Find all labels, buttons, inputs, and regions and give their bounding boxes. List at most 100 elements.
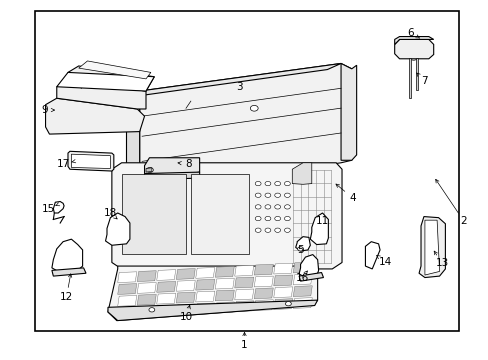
Polygon shape [293, 274, 312, 285]
Polygon shape [293, 262, 312, 273]
Circle shape [284, 205, 290, 209]
Polygon shape [105, 213, 130, 245]
Polygon shape [254, 300, 273, 311]
Polygon shape [157, 282, 175, 292]
Polygon shape [273, 263, 292, 274]
Polygon shape [79, 61, 151, 79]
Text: 5: 5 [297, 245, 303, 255]
Text: 10: 10 [179, 312, 192, 322]
Polygon shape [118, 307, 137, 318]
Text: 14: 14 [379, 257, 392, 267]
Polygon shape [254, 264, 273, 275]
Polygon shape [195, 303, 214, 314]
Circle shape [255, 193, 261, 197]
Circle shape [297, 247, 303, 251]
Text: 6: 6 [406, 28, 413, 38]
Polygon shape [234, 265, 253, 276]
Polygon shape [234, 289, 253, 300]
Polygon shape [118, 296, 137, 306]
Polygon shape [234, 277, 253, 288]
Text: 11: 11 [315, 216, 328, 226]
Polygon shape [52, 268, 86, 276]
Polygon shape [137, 294, 156, 305]
Text: 12: 12 [60, 292, 73, 302]
Polygon shape [299, 273, 323, 281]
Polygon shape [176, 269, 195, 279]
Polygon shape [295, 237, 310, 251]
Polygon shape [215, 302, 234, 313]
Circle shape [274, 193, 280, 197]
Circle shape [409, 54, 417, 60]
Circle shape [264, 193, 270, 197]
Circle shape [264, 216, 270, 221]
Polygon shape [424, 220, 439, 275]
Polygon shape [254, 288, 273, 299]
Circle shape [284, 216, 290, 221]
Polygon shape [190, 174, 249, 253]
Text: 9: 9 [41, 105, 48, 115]
Polygon shape [273, 299, 292, 310]
Polygon shape [144, 158, 199, 174]
Polygon shape [71, 154, 110, 168]
Circle shape [284, 193, 290, 197]
Polygon shape [68, 66, 154, 91]
Polygon shape [140, 63, 351, 192]
Polygon shape [176, 280, 195, 291]
Circle shape [284, 228, 290, 232]
Polygon shape [45, 98, 144, 134]
Circle shape [255, 181, 261, 186]
Polygon shape [108, 266, 317, 320]
Polygon shape [126, 63, 340, 98]
Circle shape [274, 205, 280, 209]
Circle shape [285, 302, 291, 306]
Polygon shape [195, 291, 214, 302]
Polygon shape [365, 242, 379, 269]
Polygon shape [157, 305, 175, 316]
Polygon shape [118, 272, 137, 283]
Circle shape [274, 216, 280, 221]
Polygon shape [408, 58, 410, 98]
Polygon shape [293, 298, 312, 309]
Polygon shape [68, 151, 114, 171]
Polygon shape [394, 40, 433, 59]
Text: 16: 16 [295, 273, 308, 283]
Text: 8: 8 [185, 159, 191, 169]
Polygon shape [52, 239, 82, 271]
Polygon shape [122, 174, 185, 253]
Polygon shape [293, 286, 312, 297]
Text: 3: 3 [236, 82, 243, 92]
Polygon shape [215, 278, 234, 289]
Circle shape [274, 228, 280, 232]
Polygon shape [146, 168, 152, 172]
Polygon shape [299, 255, 318, 278]
Polygon shape [57, 72, 154, 91]
Polygon shape [144, 172, 199, 179]
Polygon shape [394, 37, 433, 44]
Polygon shape [157, 293, 175, 304]
Circle shape [264, 181, 270, 186]
Text: 4: 4 [349, 193, 355, 203]
Polygon shape [195, 267, 214, 278]
Polygon shape [254, 276, 273, 287]
Text: 17: 17 [57, 159, 70, 169]
Circle shape [255, 216, 261, 221]
Circle shape [274, 181, 280, 186]
Polygon shape [53, 202, 64, 213]
Polygon shape [126, 91, 140, 196]
Polygon shape [273, 287, 292, 298]
Circle shape [250, 105, 258, 111]
Polygon shape [340, 63, 356, 160]
Text: 2: 2 [460, 216, 466, 226]
Circle shape [146, 167, 153, 172]
Polygon shape [234, 301, 253, 312]
Bar [35, 12, 458, 330]
Text: 13: 13 [434, 258, 447, 268]
Polygon shape [108, 300, 317, 320]
Polygon shape [273, 275, 292, 286]
Circle shape [149, 308, 155, 312]
Text: 7: 7 [421, 76, 427, 86]
Text: 15: 15 [42, 204, 55, 214]
Circle shape [255, 228, 261, 232]
Circle shape [264, 228, 270, 232]
Polygon shape [292, 163, 311, 184]
